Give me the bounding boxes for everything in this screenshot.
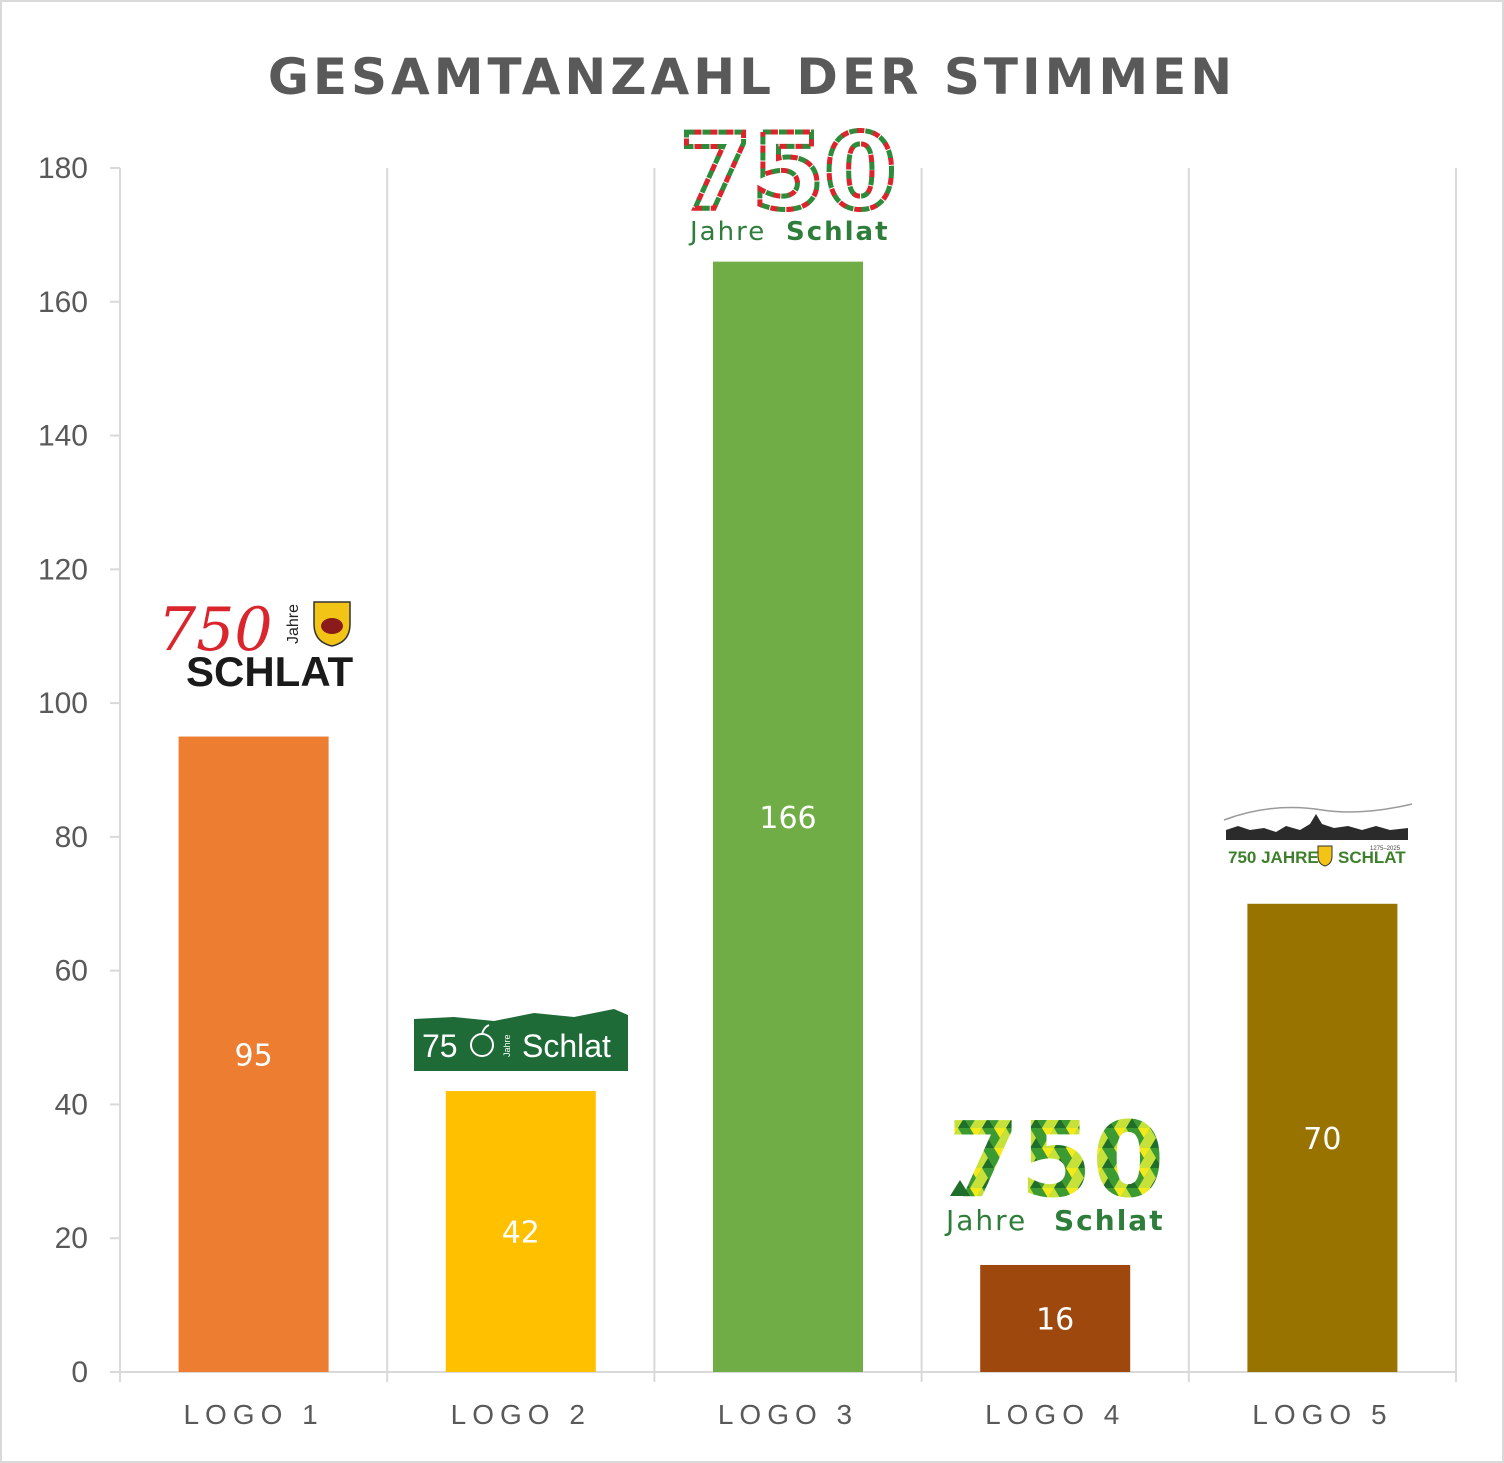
x-tick-label: LOGO 5 — [1252, 1399, 1392, 1430]
bar — [178, 736, 329, 1372]
y-tick-label: 120 — [38, 553, 88, 586]
data-label: 166 — [759, 801, 816, 836]
logo-3-name: Schlat — [786, 217, 890, 247]
data-label: 42 — [502, 1216, 540, 1251]
x-tick-label: LOGO 3 — [718, 1399, 858, 1430]
y-tick-label: 0 — [71, 1356, 88, 1389]
bar — [980, 1264, 1131, 1372]
chart-title: GESAMTANZAHL DER STIMMEN — [267, 48, 1237, 106]
logo-4-image: 750 Jahre Schlat — [944, 1099, 1165, 1237]
apple-icon — [470, 1024, 494, 1057]
logo-4-number: 750 — [947, 1099, 1164, 1221]
logo-5-image: 1275–2025 750 JAHRE SCHLAT — [1223, 803, 1413, 867]
bars — [178, 261, 1398, 1373]
data-label: 70 — [1303, 1122, 1341, 1157]
y-tick-label: 40 — [55, 1088, 88, 1121]
logo-3-image: 750 750 Jahre Schlat — [677, 109, 899, 248]
logo-5-crest — [1317, 845, 1333, 867]
y-tick-label: 160 — [38, 286, 88, 319]
y-tick-label: 20 — [55, 1222, 88, 1255]
x-tick-label: LOGO 4 — [985, 1399, 1125, 1430]
y-tick-label: 140 — [38, 420, 88, 453]
logo-5-years: 1275–2025 — [1370, 846, 1401, 852]
logo-4-name: Schlat — [1054, 1204, 1165, 1237]
village-skyline-icon — [1223, 803, 1413, 840]
y-tick-label: 60 — [55, 955, 88, 988]
x-tick-label: LOGO 1 — [183, 1399, 323, 1430]
logo-1-name: SCHLAT — [186, 648, 354, 695]
grid-lines — [119, 168, 1457, 1382]
bar — [713, 261, 863, 1373]
logo-1-image: 750 Jahre SCHLAT — [158, 595, 354, 695]
bar — [445, 1091, 596, 1372]
logo-2-jahre: Jahre — [502, 1034, 512, 1057]
y-tick-label: 180 — [38, 152, 88, 185]
logo-2-image: 75 Jahre Schlat — [414, 1009, 628, 1071]
y-tick-label: 100 — [38, 687, 88, 720]
triangle-mosaic-icon — [950, 1180, 970, 1196]
logo-3-number: 750 — [679, 111, 896, 233]
coat-of-arms-icon — [313, 601, 351, 647]
logo-2-number: 75 — [422, 1028, 458, 1064]
logo-2-name: Schlat — [522, 1028, 611, 1064]
data-label: 95 — [235, 1038, 273, 1073]
x-tick-label: LOGO 2 — [451, 1399, 591, 1430]
data-label: 16 — [1036, 1302, 1074, 1337]
logo-5-name: SCHLAT — [1338, 848, 1406, 867]
logo-1-jahre: Jahre — [285, 604, 302, 644]
apple-mosaic-icon: 750 — [679, 111, 896, 233]
logo-3-jahre: Jahre — [688, 217, 766, 247]
data-labels: 95 42 166 16 70 — [235, 801, 1342, 1338]
y-tick-label: 80 — [55, 821, 88, 854]
bar — [1247, 903, 1398, 1372]
logo-5-number: 750 JAHRE — [1228, 848, 1319, 867]
logo-4-jahre: Jahre — [944, 1204, 1027, 1237]
logo-1-number: 750 — [158, 595, 273, 665]
